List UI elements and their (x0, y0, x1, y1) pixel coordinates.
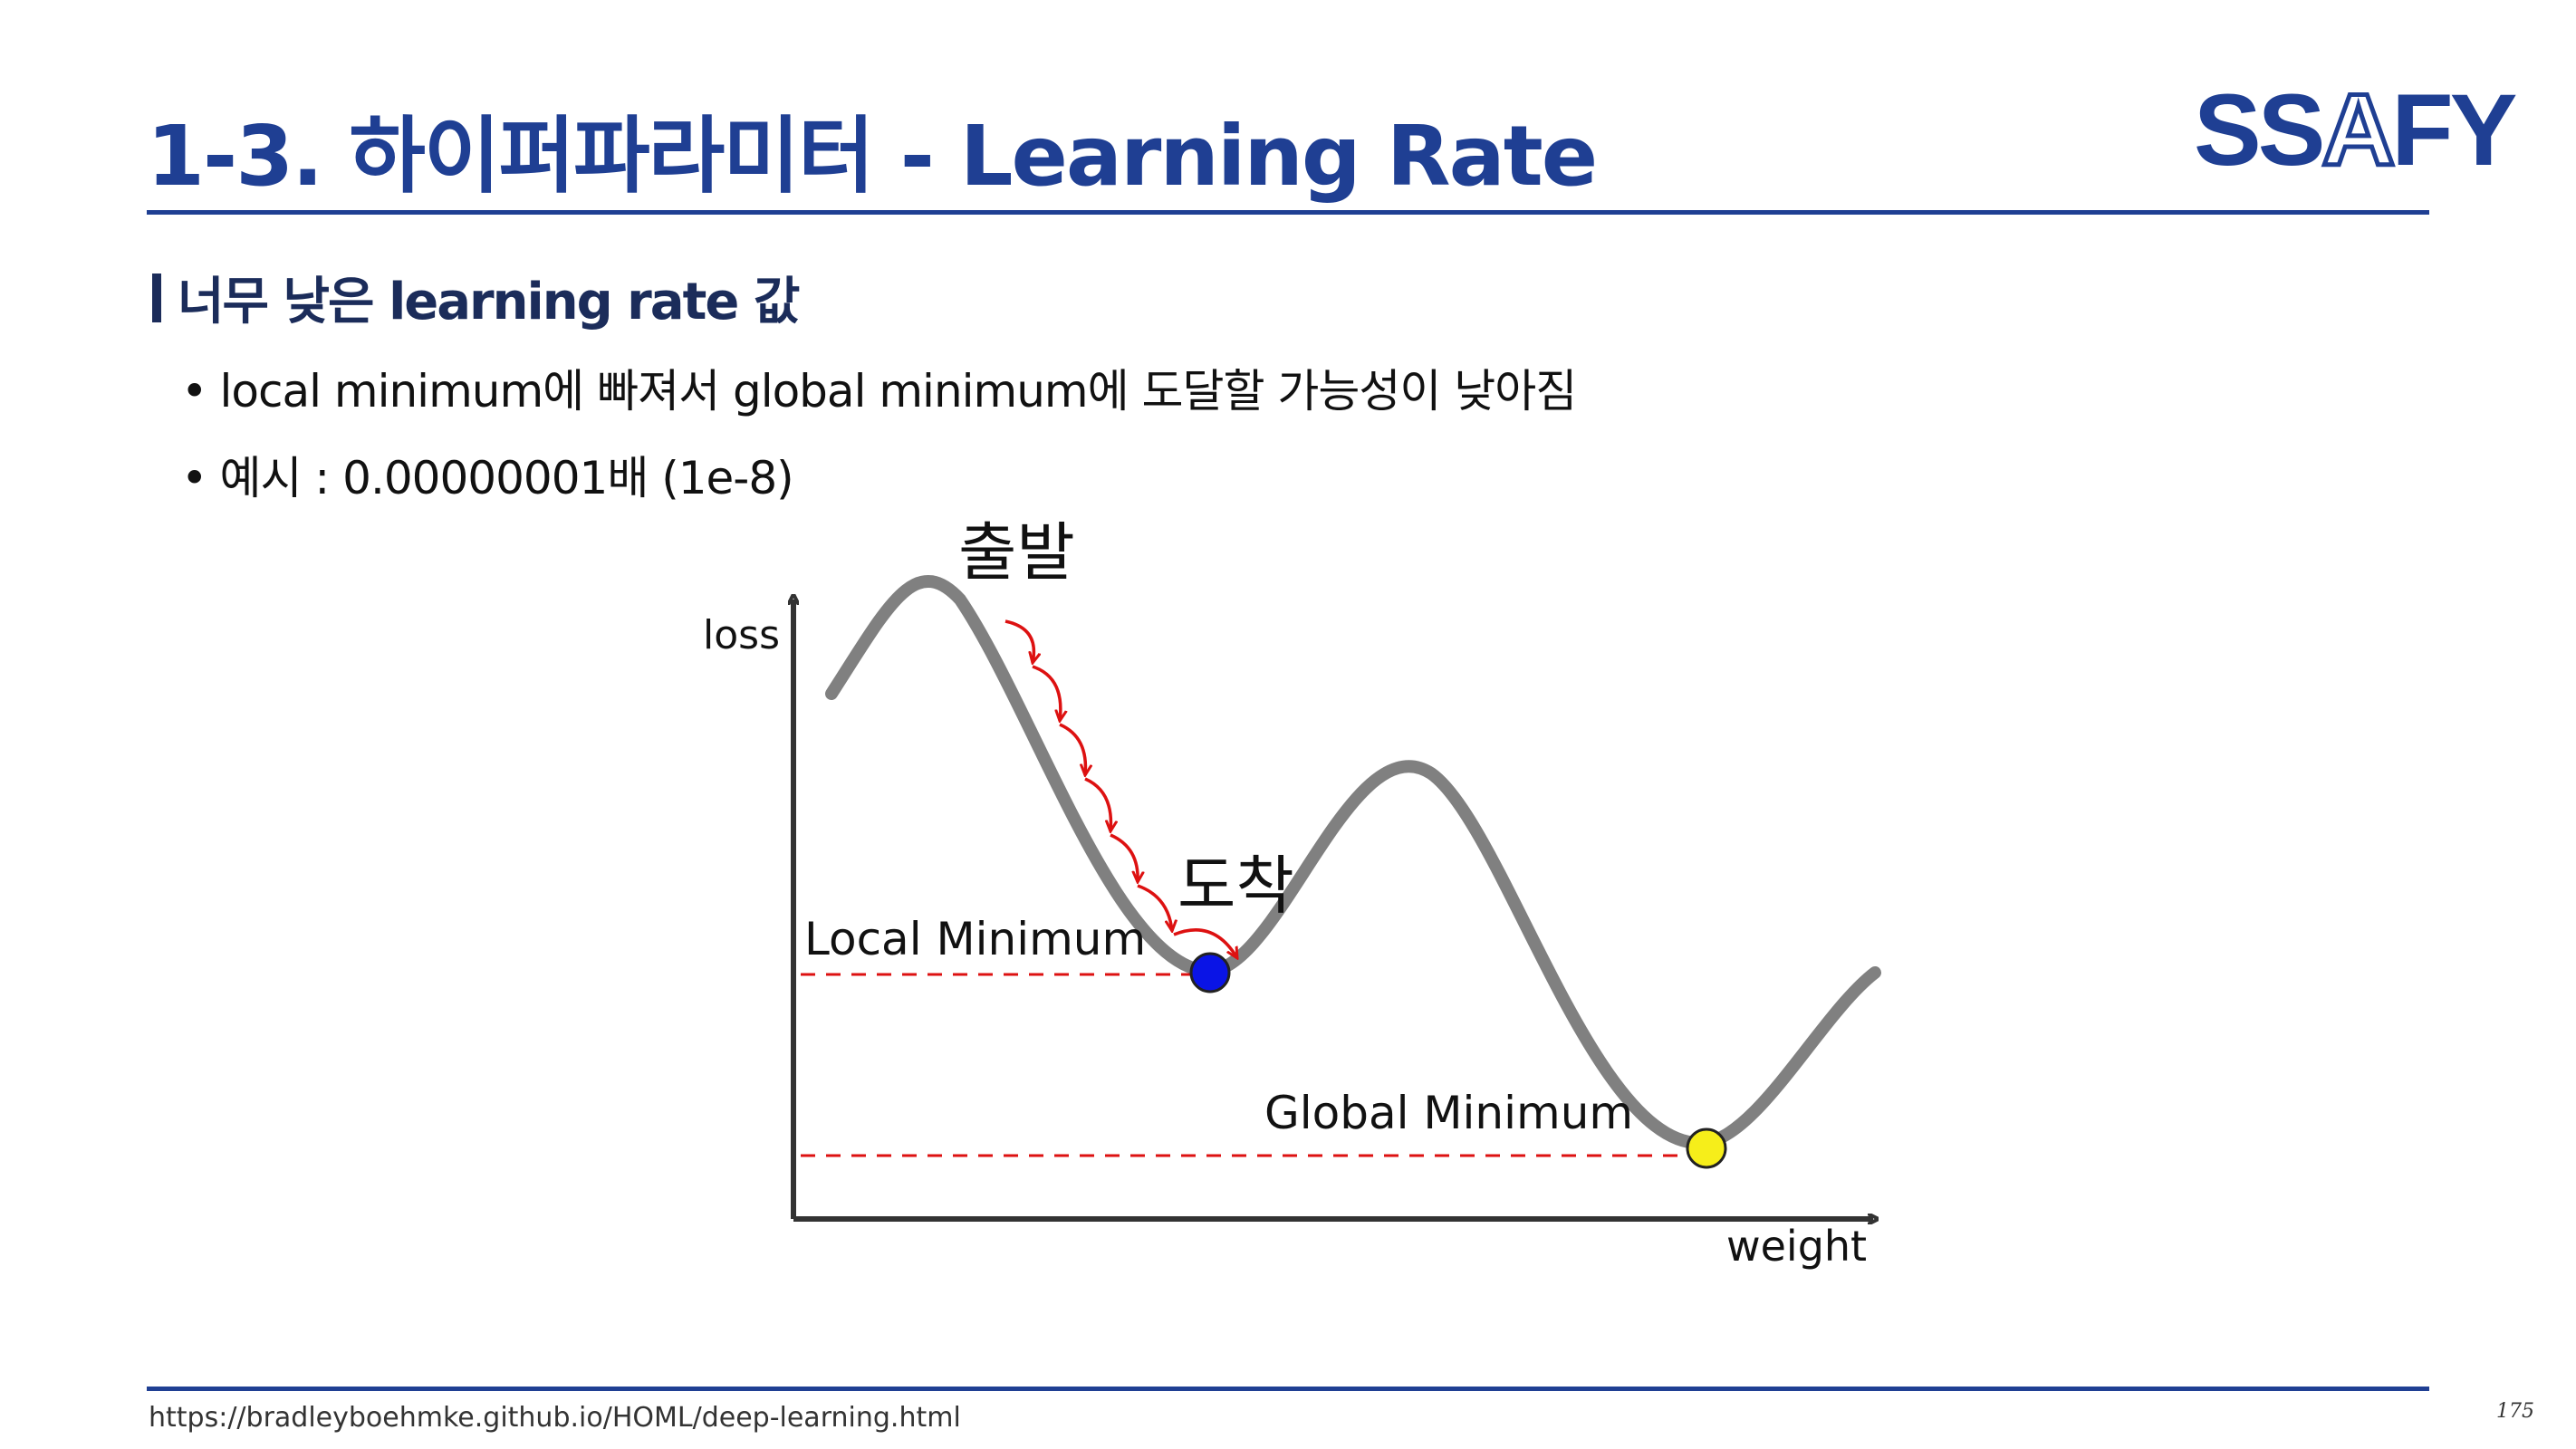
arrive-label: 도착 (1177, 849, 1294, 923)
section-heading: 너무 낮은 learning rate 값 (152, 261, 800, 334)
bullet-item: • local minimum에 빠져서 global minimum에 도달할 … (181, 355, 1578, 420)
page-number: 175 (2496, 1400, 2534, 1423)
bullet-text: 예시 : 0.00000001배 (1e-8) (219, 452, 794, 504)
ssafy-logo: SSAFY (2194, 73, 2517, 187)
footer-divider (147, 1387, 2429, 1391)
bullet-marker: • (181, 365, 207, 417)
step-arrow (1137, 884, 1172, 931)
start-label: 출발 (958, 515, 1075, 590)
source-citation: https://bradleyboehmke.github.io/HOML/de… (149, 1402, 961, 1434)
local-minimum-point (1189, 952, 1231, 993)
loss-curve (825, 575, 1881, 1150)
gradient-step-arrows (1004, 619, 1237, 958)
step-arrow (1173, 928, 1237, 958)
slide-title: 1-3. 하이퍼파라미터 - Learning Rate (147, 108, 1598, 205)
y-axis-label: loss (703, 612, 780, 658)
step-arrow (1084, 777, 1110, 831)
step-arrow (1059, 723, 1085, 775)
bullet-item: • 예시 : 0.00000001배 (1e-8) (181, 442, 794, 507)
section-heading-text: 너무 낮은 learning rate 값 (178, 273, 800, 331)
x-axis-label: weight (1726, 1222, 1867, 1271)
global-minimum-point (1686, 1128, 1727, 1169)
global-minimum-label: Global Minimum (1264, 1087, 1633, 1139)
step-arrow (1110, 833, 1138, 882)
header-divider (147, 210, 2429, 215)
step-arrow (1004, 619, 1033, 663)
bullet-text: local minimum에 빠져서 global minimum에 도달할 가… (219, 365, 1578, 417)
section-marker-bar (152, 273, 161, 322)
local-minimum-label: Local Minimum (804, 913, 1146, 965)
step-arrow (1032, 665, 1061, 721)
bullet-marker: • (181, 452, 207, 504)
